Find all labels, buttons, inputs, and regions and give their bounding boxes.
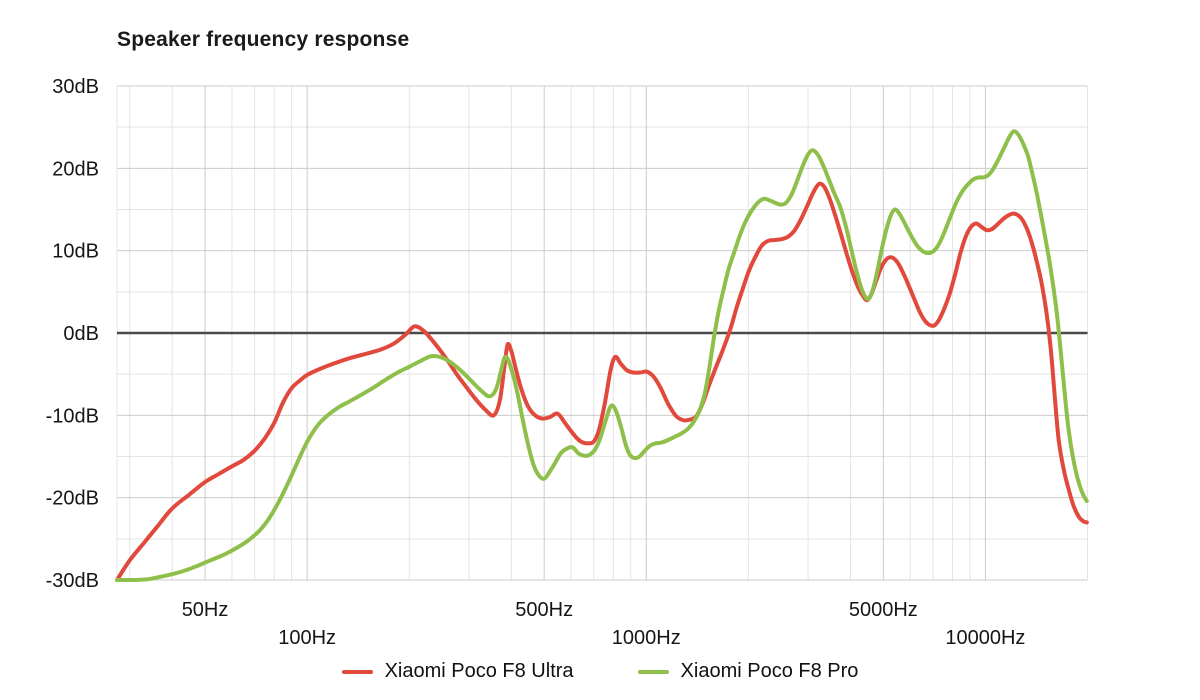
legend-swatch-red-line-icon: [341, 669, 373, 674]
y-tick-0db: 0dB: [63, 323, 99, 345]
y-tick-30db: 30dB: [52, 76, 99, 98]
legend-item-pro: Xiaomi Poco F8 Pro: [637, 660, 859, 683]
x-tick-100hz: 100Hz: [278, 627, 336, 649]
y-tick--10db: -10dB: [46, 405, 99, 427]
legend-label-pro: Xiaomi Poco F8 Pro: [680, 660, 859, 682]
chart-title: Speaker frequency response: [117, 28, 410, 51]
x-tick-5000hz: 5000Hz: [849, 599, 918, 621]
x-tick-500hz: 500Hz: [515, 599, 573, 621]
x-tick-50hz: 50Hz: [182, 599, 229, 621]
series-line-ultra: [115, 181, 1089, 582]
legend-item-ultra: Xiaomi Poco F8 Ultra: [341, 660, 574, 683]
y-tick--30db: -30dB: [46, 570, 99, 592]
legend-swatch-green-line-icon: [637, 669, 669, 674]
y-tick-10db: 10dB: [52, 241, 99, 263]
legend: Xiaomi Poco F8 Ultra Xiaomi Poco F8 Pro: [0, 660, 1200, 683]
y-tick-20db: 20dB: [52, 158, 99, 180]
x-tick-1000hz: 1000Hz: [612, 627, 681, 649]
series-line-pro: [115, 129, 1089, 583]
legend-label-ultra: Xiaomi Poco F8 Ultra: [384, 660, 574, 682]
y-tick--20db: -20dB: [46, 488, 99, 510]
x-tick-10000hz: 10000Hz: [945, 627, 1025, 649]
